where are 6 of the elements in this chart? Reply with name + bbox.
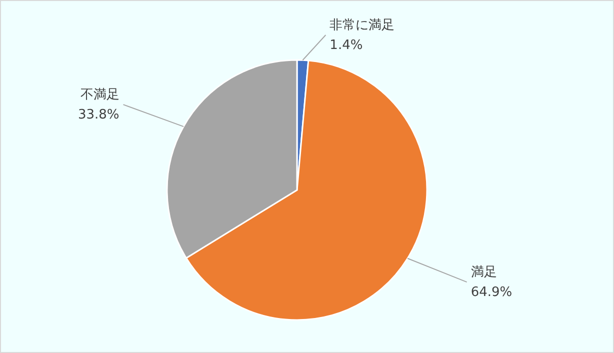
slice-label: 非常に満足 [330,18,395,33]
data-label: 64.9% [470,285,512,300]
slice-label: 不満足 [80,88,120,103]
data-label: 1.4% [330,38,363,53]
data-label: 33.8% [78,108,120,123]
slice-label: 満足 [470,265,497,280]
